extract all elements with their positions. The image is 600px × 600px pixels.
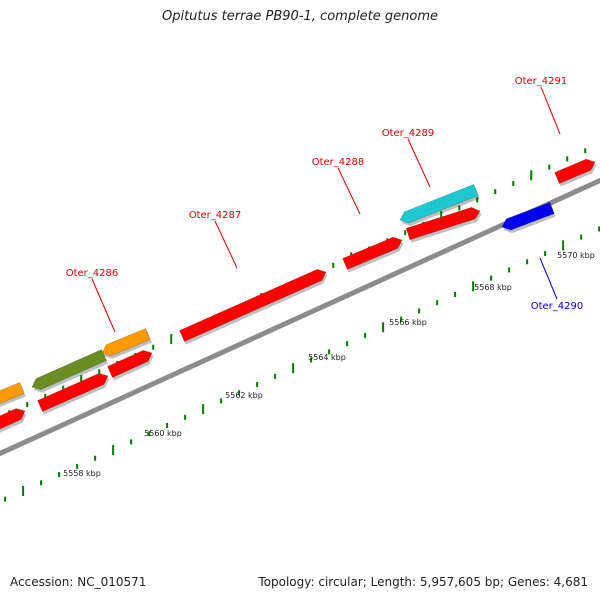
gene-leader-line — [540, 86, 561, 135]
gene-label-oter_4287[interactable]: Oter_4287 — [189, 210, 242, 221]
scale-label: 5566 kbp — [389, 318, 427, 327]
accession-text: Accession: NC_010571 — [10, 575, 147, 589]
gene-label-oter_4286[interactable]: Oter_4286 — [66, 268, 119, 279]
gene-leader-line — [539, 257, 558, 300]
scale-labels: 5558 kbp 5560 kbp 5562 kbp 5564 kbp 5566 kbp… — [63, 251, 595, 478]
gene-label-oter_4289[interactable]: Oter_4289 — [382, 128, 435, 139]
gene-leader-line — [337, 167, 361, 215]
gene-leader-line — [91, 278, 116, 333]
gene-arrow-blue[interactable] — [501, 202, 555, 231]
gene-labels: Oter_4286 Oter_4287 Oter_4288 Oter_4289 Oter… — [66, 76, 584, 333]
map-title: Opitutus terrae PB90-1, complete genome — [161, 9, 439, 24]
gene-arrow-red[interactable] — [179, 269, 327, 342]
gene-arrow-red[interactable] — [37, 373, 109, 412]
gene-arrow-cyan[interactable] — [399, 184, 479, 224]
scale-label: 5560 kbp — [144, 429, 182, 438]
gene-arrow-red[interactable] — [342, 236, 403, 270]
gene-leader-line — [214, 220, 238, 269]
gene-arrow-orange[interactable] — [101, 328, 151, 357]
gene-arrow-red[interactable] — [405, 207, 481, 241]
gene-arrow-red[interactable] — [0, 408, 26, 432]
gene-label-oter_4290[interactable]: Oter_4290 — [531, 301, 584, 312]
topology-text: Topology: circular; Length: 5,957,605 bp… — [258, 575, 588, 589]
gene-label-oter_4291[interactable]: Oter_4291 — [515, 76, 568, 87]
scale-label: 5564 kbp — [308, 353, 346, 362]
scale-label: 5570 kbp — [557, 251, 595, 260]
scale-label: 5558 kbp — [63, 469, 101, 478]
feature-arrows — [0, 158, 597, 433]
gene-label-oter_4288[interactable]: Oter_4288 — [312, 157, 365, 168]
tick-marks — [4, 148, 600, 502]
gene-arrow-orange[interactable] — [0, 382, 25, 404]
gene-arrow-red[interactable] — [107, 350, 153, 378]
scale-label: 5562 kbp — [225, 391, 263, 400]
gene-arrow-red[interactable] — [554, 158, 596, 184]
gene-arrow-olive[interactable] — [31, 349, 107, 390]
gene-leader-line — [407, 138, 431, 188]
scale-label: 5568 kbp — [474, 283, 512, 292]
